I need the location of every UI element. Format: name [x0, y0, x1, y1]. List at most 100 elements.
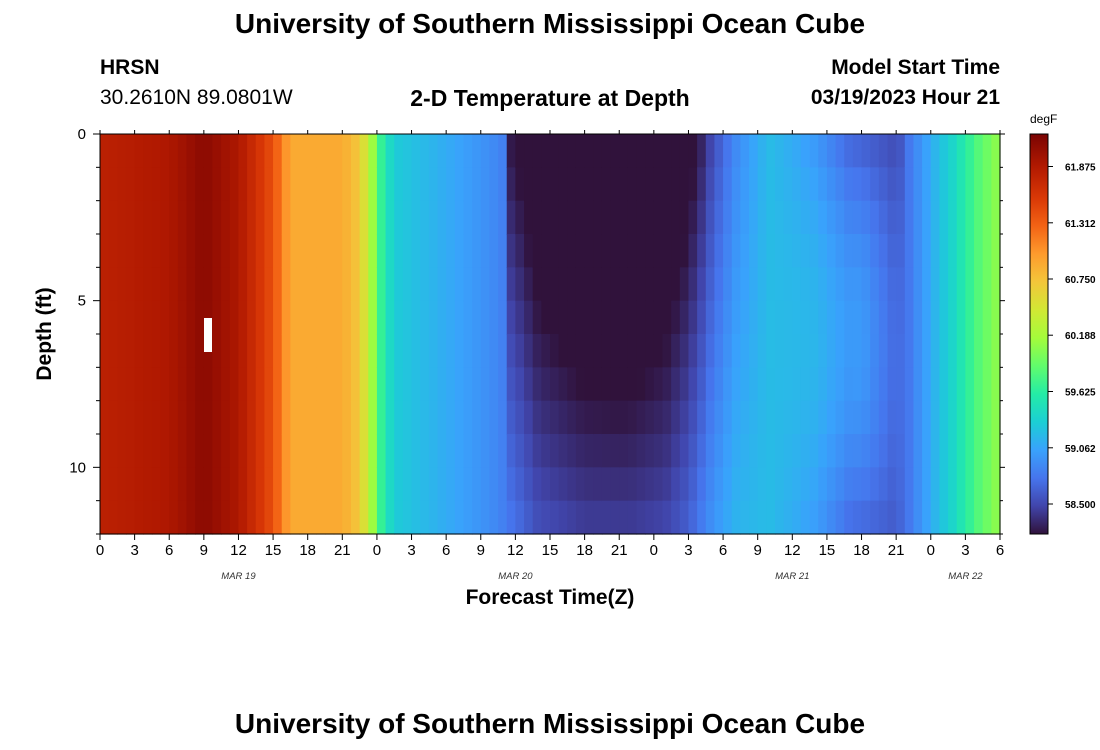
heatmap-cell — [601, 234, 612, 268]
heatmap-cell — [229, 400, 240, 435]
heatmap-cell — [809, 267, 819, 302]
heatmap-cell — [203, 134, 214, 168]
heatmap-cell — [550, 367, 560, 402]
heatmap-cell — [333, 234, 343, 268]
heatmap-cell — [826, 167, 837, 202]
heatmap-cell — [878, 434, 889, 468]
heatmap-cell — [281, 500, 291, 535]
heatmap-cell — [948, 300, 958, 335]
heatmap-cell — [100, 500, 110, 535]
heatmap-cell — [359, 500, 369, 535]
heatmap-cell — [956, 434, 966, 468]
heatmap-cell — [948, 500, 958, 535]
heatmap-cell — [757, 434, 767, 468]
heatmap-cell — [775, 267, 785, 302]
heatmap-cell — [498, 234, 508, 268]
heatmap-cell — [195, 400, 205, 435]
heatmap-cell — [826, 234, 837, 268]
heatmap-cell — [402, 400, 413, 435]
heatmap-cell — [653, 200, 664, 235]
heatmap-cell — [982, 167, 992, 202]
heatmap-cell — [904, 500, 915, 535]
heatmap-cell — [627, 400, 638, 435]
heatmap-cell — [541, 200, 551, 235]
heatmap-cell — [852, 167, 863, 202]
heatmap-cell — [636, 334, 646, 368]
heatmap-cell — [948, 267, 958, 302]
heatmap-cell — [108, 300, 118, 335]
heatmap-cell — [186, 134, 196, 168]
heatmap-cell — [705, 367, 716, 402]
heatmap-cell — [697, 200, 707, 235]
heatmap-cell — [844, 500, 854, 535]
heatmap-cell — [316, 467, 326, 502]
heatmap-cell — [255, 334, 266, 368]
heatmap-cell — [506, 500, 516, 535]
heatmap-cell — [749, 167, 759, 202]
heatmap-cell — [584, 467, 594, 502]
heatmap-cell — [368, 367, 378, 402]
heatmap-cell — [385, 500, 395, 535]
heatmap-cell — [991, 300, 1001, 335]
heatmap-cell — [584, 500, 594, 535]
heatmap-cell — [887, 200, 897, 235]
heatmap-cell — [922, 300, 932, 335]
heatmap-cell — [558, 467, 568, 502]
heatmap-cell — [861, 134, 871, 168]
heatmap-cell — [775, 200, 785, 235]
x-tick-label: 0 — [373, 542, 381, 559]
heatmap-cell — [463, 167, 473, 202]
heatmap-cell — [420, 200, 430, 235]
heatmap-cell — [307, 134, 317, 168]
heatmap-cell — [376, 334, 387, 368]
heatmap-cell — [818, 500, 828, 535]
heatmap-cell — [316, 300, 326, 335]
heatmap-cell — [930, 300, 941, 335]
heatmap-cell — [878, 267, 889, 302]
heatmap-cell — [134, 167, 144, 202]
heatmap-cell — [273, 134, 283, 168]
heatmap-cell — [229, 267, 240, 302]
heatmap-cell — [411, 200, 421, 235]
heatmap-cell — [143, 300, 153, 335]
heatmap-cell — [532, 234, 542, 268]
heatmap-cell — [627, 167, 638, 202]
x-tick-label: 3 — [684, 542, 692, 559]
heatmap-cell — [844, 134, 854, 168]
heatmap-cell — [307, 367, 317, 402]
heatmap-cell — [229, 134, 240, 168]
heatmap-cell — [601, 200, 612, 235]
heatmap-cell — [221, 267, 231, 302]
x-tick-label: 18 — [576, 542, 593, 559]
heatmap-cell — [982, 200, 992, 235]
heatmap-cell — [428, 467, 439, 502]
heatmap-cell — [714, 334, 724, 368]
heatmap-cell — [792, 500, 802, 535]
heatmap-cell — [143, 134, 153, 168]
x-tick-label: 9 — [477, 542, 485, 559]
heatmap-cell — [749, 434, 759, 468]
heatmap-cell — [100, 434, 110, 468]
heatmap-cell — [939, 434, 949, 468]
heatmap-cell — [125, 167, 136, 202]
heatmap-cell — [904, 234, 915, 268]
heatmap-cell — [723, 434, 733, 468]
heatmap-cell — [376, 367, 387, 402]
heatmap-cell — [134, 434, 144, 468]
heatmap-cell — [610, 500, 620, 535]
heatmap-cell — [498, 500, 508, 535]
heatmap-cell — [169, 334, 179, 368]
heatmap-cell — [627, 267, 638, 302]
heatmap-cell — [342, 200, 352, 235]
heatmap-cell — [255, 367, 266, 402]
heatmap-cell — [922, 434, 932, 468]
heatmap-cell — [697, 267, 707, 302]
heatmap-cell — [887, 234, 897, 268]
heatmap-cell — [749, 200, 759, 235]
heatmap-cell — [783, 200, 793, 235]
heatmap-cell — [117, 367, 127, 402]
heatmap-cell — [290, 134, 300, 168]
heatmap-cell — [376, 467, 387, 502]
heatmap-cell — [870, 200, 880, 235]
heatmap-cell — [948, 400, 958, 435]
